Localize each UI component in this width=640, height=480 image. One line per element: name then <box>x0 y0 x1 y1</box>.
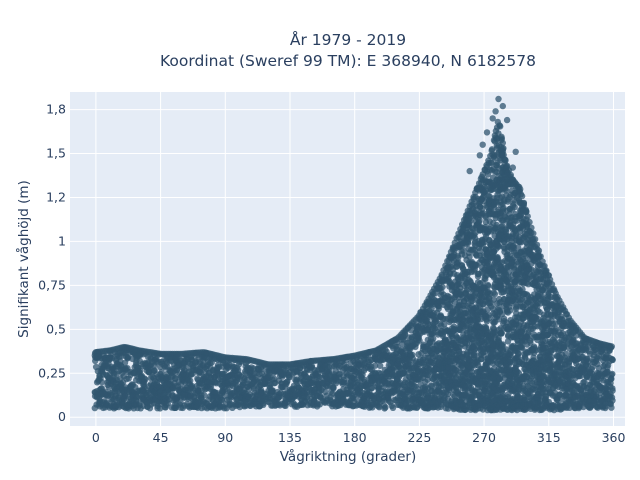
scatter-point <box>187 377 194 384</box>
scatter-point <box>224 364 231 372</box>
scatter-point <box>502 156 509 163</box>
scatter-point <box>458 262 466 269</box>
scatter-point <box>430 335 437 342</box>
scatter-point <box>507 307 514 314</box>
scatter-point <box>518 192 526 200</box>
scatter-point <box>294 382 301 390</box>
scatter-point <box>485 282 492 290</box>
scatter-point <box>530 230 537 237</box>
scatter-point <box>164 400 171 407</box>
scatter-point <box>533 241 541 249</box>
scatter-point <box>196 369 203 376</box>
scatter-point <box>314 370 322 378</box>
scatter-point <box>535 247 543 254</box>
scatter-point <box>382 404 389 411</box>
scatter-point <box>207 383 215 390</box>
scatter-point <box>504 198 512 205</box>
scatter-point <box>531 236 539 243</box>
scatter-point <box>124 354 131 361</box>
scatter-point <box>179 364 187 371</box>
scatter-point <box>520 199 528 207</box>
scatter-point <box>496 122 503 129</box>
scatter-point <box>524 213 531 220</box>
scatter-point <box>142 376 149 383</box>
scatter-point <box>201 392 208 399</box>
scatter-point <box>260 401 267 408</box>
scatter-point <box>98 378 106 386</box>
scatter-point <box>498 133 505 140</box>
chart-subtitle: Koordinat (Sweref 99 TM): E 368940, N 61… <box>160 52 536 70</box>
chart-title: År 1979 - 2019 <box>290 30 406 49</box>
scatter-point <box>279 373 286 380</box>
scatter-point <box>526 218 533 226</box>
scatter-point <box>528 224 535 231</box>
scatter-point <box>510 200 517 207</box>
scatter-point <box>522 206 529 213</box>
scatter-point <box>137 367 144 375</box>
scatter-point <box>517 186 524 193</box>
data-points <box>91 95 616 414</box>
scatter-point <box>439 283 446 291</box>
scatter-point <box>327 393 334 401</box>
scatter-point <box>146 405 154 412</box>
scatter-point <box>532 314 540 321</box>
